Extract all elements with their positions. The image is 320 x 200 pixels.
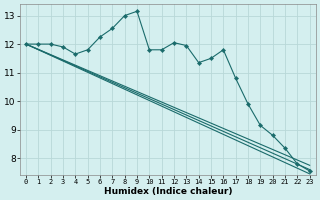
X-axis label: Humidex (Indice chaleur): Humidex (Indice chaleur) (104, 187, 232, 196)
